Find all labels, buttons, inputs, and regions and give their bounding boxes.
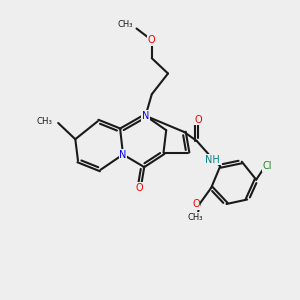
Text: O: O (148, 35, 156, 45)
Text: O: O (194, 115, 202, 125)
Text: O: O (192, 199, 200, 209)
Text: CH₃: CH₃ (188, 213, 203, 222)
Text: CH₃: CH₃ (37, 117, 53, 126)
Text: N: N (142, 111, 149, 121)
Text: Cl: Cl (263, 161, 272, 171)
Text: NH: NH (205, 154, 220, 165)
Text: O: O (135, 183, 143, 193)
Text: CH₃: CH₃ (118, 20, 134, 29)
Text: N: N (119, 149, 127, 160)
